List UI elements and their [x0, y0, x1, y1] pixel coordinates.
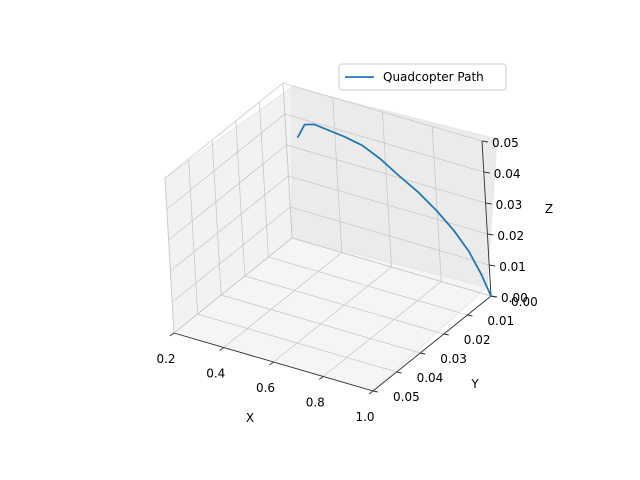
grid-line: [188, 158, 198, 315]
z-tick-label: 0.05: [492, 136, 519, 150]
grid-line: [382, 111, 392, 268]
x-tick-labels: 0.2 0.4 0.6 0.8 1.0: [156, 352, 374, 424]
grid-line: [173, 237, 293, 334]
grid-line: [259, 101, 269, 258]
x-tick: [169, 332, 175, 337]
z-axis-label: Z: [545, 202, 553, 216]
x-tick-label: 0.4: [206, 367, 225, 381]
grid-line: [288, 175, 488, 235]
z-tick-label: 0.03: [496, 198, 523, 212]
z-tick: [483, 171, 490, 174]
grid-line: [211, 139, 222, 296]
y-tick: [396, 371, 402, 374]
x-tick-label: 0.6: [256, 381, 275, 395]
y-tick-label: 0.05: [393, 390, 420, 404]
grid-line: [290, 206, 490, 266]
y-tick-label: 0.00: [511, 295, 538, 309]
y-tick: [420, 352, 426, 355]
y-tick: [443, 333, 449, 336]
grid-line: [291, 237, 492, 297]
z-tick: [489, 264, 496, 267]
x-axis-label: X: [246, 411, 254, 425]
grid-line: [223, 252, 343, 348]
y-tick-label: 0.02: [464, 333, 491, 347]
y-axis-label: Y: [470, 377, 479, 391]
grid-line: [166, 113, 286, 210]
grid-line: [282, 82, 483, 142]
z-tick: [485, 202, 492, 205]
y-tick: [467, 314, 473, 317]
legend-label: Quadcopter Path: [383, 70, 484, 84]
x-tick: [318, 376, 324, 380]
grid-line: [284, 113, 484, 173]
x-tick: [269, 361, 274, 366]
z-tick-label: 0.01: [499, 260, 526, 274]
x-tick-label: 1.0: [355, 410, 374, 424]
grid-line: [322, 281, 442, 377]
z-tick: [481, 140, 489, 143]
grid-line: [282, 82, 293, 239]
x-tick-label: 0.8: [306, 396, 325, 410]
grid-line: [170, 175, 289, 272]
z-tick-labels: 0.00 0.01 0.02 0.03 0.04 0.05: [492, 136, 528, 305]
y-tick-labels: 0.00 0.01 0.02 0.03 0.04 0.05: [393, 295, 538, 404]
grid-line: [168, 144, 287, 241]
grid-line: [244, 275, 444, 335]
x-tick-label: 0.2: [156, 352, 175, 366]
series-line-quadcopter-path: [297, 123, 492, 297]
z-tick-label: 0.02: [497, 229, 524, 243]
legend-box: [338, 63, 507, 91]
grid-line: [268, 256, 468, 316]
z-tick-label: 0.00: [501, 291, 528, 305]
grid-line: [286, 144, 486, 204]
grid-line: [221, 294, 421, 354]
x-tick: [368, 390, 374, 395]
z-tick: [487, 233, 494, 236]
grid-line: [235, 120, 246, 277]
z-axis-line: [481, 140, 492, 297]
y-tick-label: 0.03: [440, 352, 467, 366]
grid-line: [332, 97, 343, 253]
y-tick-label: 0.04: [417, 371, 444, 385]
legend: Quadcopter Path: [338, 63, 507, 91]
grid-line: [197, 313, 397, 373]
y-tick-label: 0.01: [487, 314, 514, 328]
z-tick: [490, 295, 498, 298]
x-tick: [219, 347, 225, 351]
y-axis-line: [372, 295, 492, 392]
grid-line: [171, 206, 291, 303]
grid-line: [431, 126, 442, 282]
grid-line: [164, 82, 284, 179]
grid-line: [273, 266, 392, 363]
y-tick: [372, 390, 379, 393]
z-tick-label: 0.04: [494, 167, 521, 181]
grid-line: [164, 177, 175, 334]
